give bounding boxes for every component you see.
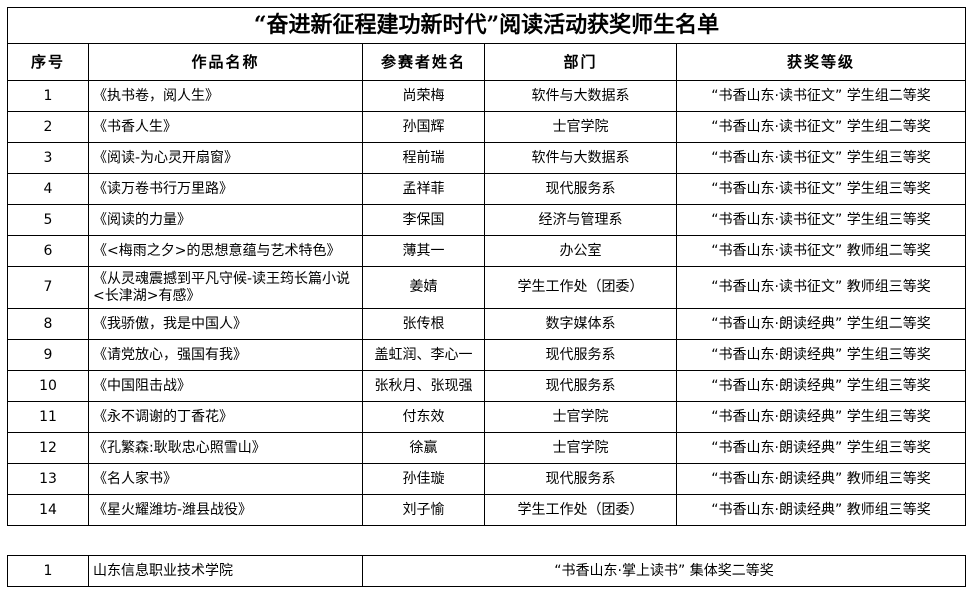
table-row: 4 《读万卷书行万里路》 孟祥菲 现代服务系 “书香山东·读书征文” 学生组三等奖 [7,173,966,205]
cell-award: “书香山东·朗读经典” 学生组三等奖 [676,339,966,371]
table-row: 1 《执书卷，阅人生》 尚荣梅 软件与大数据系 “书香山东·读书征文” 学生组二等奖 [7,80,966,112]
cell-dept: 士官学院 [484,111,677,143]
cell-dept: 学生工作处（团委） [484,494,677,526]
cell-award: “书香山东·读书征文” 学生组三等奖 [676,173,966,205]
table-row: 9 《请党放心，强国有我》 盖虹润、李心一 现代服务系 “书香山东·朗读经典” 学生组三… [7,339,966,371]
table-row: 2 《书香人生》 孙国辉 士官学院 “书香山东·读书征文” 学生组二等奖 [7,111,966,143]
cell-dept: 办公室 [484,235,677,267]
cell-no: 11 [7,401,89,433]
cell-dept: 现代服务系 [484,463,677,495]
cell-dept: 现代服务系 [484,173,677,205]
table-row: 12 《孔繁森:耿耿忠心照雪山》 徐赢 士官学院 “书香山东·朗读经典” 学生组三等奖 [7,432,966,464]
cell-no: 13 [7,463,89,495]
cell-no: 5 [7,204,89,236]
cell-dept: 现代服务系 [484,370,677,402]
cell-dept: 软件与大数据系 [484,80,677,112]
collective-award-table: 1 山东信息职业技术学院 “书香山东·掌上读书” 集体奖二等奖 [7,555,966,587]
table-title: “奋进新征程建功新时代”阅读活动获奖师生名单 [7,7,966,44]
cell-name: 孙国辉 [362,111,485,143]
cell-dept: 现代服务系 [484,339,677,371]
header-no: 序号 [7,43,89,81]
cell-dept: 学生工作处（团委） [484,266,677,309]
header-work: 作品名称 [88,43,363,81]
cell-work: 《孔繁森:耿耿忠心照雪山》 [88,432,363,464]
cell-award: “书香山东·读书征文” 学生组三等奖 [676,204,966,236]
cell-work: 《读万卷书行万里路》 [88,173,363,205]
cell-work: 《阅读的力量》 [88,204,363,236]
cell-name: 程前瑞 [362,142,485,174]
cell-no: 4 [7,173,89,205]
table-row: 14 《星火耀潍坊-潍县战役》 刘子愉 学生工作处（团委） “书香山东·朗读经典” 教师… [7,494,966,526]
cell-dept: 士官学院 [484,401,677,433]
cell-work: 《请党放心，强国有我》 [88,339,363,371]
cell-name: 孟祥菲 [362,173,485,205]
cell-work: 《书香人生》 [88,111,363,143]
cell-award: “书香山东·朗读经典” 学生组三等奖 [676,401,966,433]
cell-no: 8 [7,308,89,340]
table-row: 1 山东信息职业技术学院 “书香山东·掌上读书” 集体奖二等奖 [7,555,966,587]
cell-award: “书香山东·朗读经典” 教师组三等奖 [676,494,966,526]
cell-award: “书香山东·读书征文” 学生组二等奖 [676,80,966,112]
cell-no: 2 [7,111,89,143]
cell-name: 付东效 [362,401,485,433]
cell-no: 7 [7,266,89,309]
cell-work: 《我骄傲，我是中国人》 [88,308,363,340]
cell-award: “书香山东·读书征文” 教师组二等奖 [676,235,966,267]
cell-award: “书香山东·朗读经典” 教师组三等奖 [676,463,966,495]
cell-award: “书香山东·朗读经典” 学生组三等奖 [676,432,966,464]
cell-name: 张秋月、张现强 [362,370,485,402]
cell-award: “书香山东·读书征文” 学生组三等奖 [676,142,966,174]
table-row: 10 《中国阻击战》 张秋月、张现强 现代服务系 “书香山东·朗读经典” 学生组三等奖 [7,370,966,402]
cell-no: 10 [7,370,89,402]
header-dept: 部门 [484,43,677,81]
header-name: 参赛者姓名 [362,43,485,81]
cell-work: 《中国阻击战》 [88,370,363,402]
cell-dept: 经济与管理系 [484,204,677,236]
cell-no: 3 [7,142,89,174]
cell-work: 《执书卷，阅人生》 [88,80,363,112]
cell-name: 薄其一 [362,235,485,267]
cell-no: 1 [7,80,89,112]
cell-award: “书香山东·读书征文” 教师组三等奖 [676,266,966,309]
cell-name: 李保国 [362,204,485,236]
cell-name: 盖虹润、李心一 [362,339,485,371]
cell-name: 张传根 [362,308,485,340]
cell-work: 《<梅雨之夕>的思想意蕴与艺术特色》 [88,235,363,267]
cell-dept: 数字媒体系 [484,308,677,340]
table-row: 5 《阅读的力量》 李保国 经济与管理系 “书香山东·读书征文” 学生组三等奖 [7,204,966,236]
cell-org: 山东信息职业技术学院 [88,555,363,587]
cell-no: 14 [7,494,89,526]
cell-no: 1 [7,555,89,587]
cell-name: 刘子愉 [362,494,485,526]
cell-work: 《阅读-为心灵开扇窗》 [88,142,363,174]
cell-award: “书香山东·朗读经典” 学生组三等奖 [676,370,966,402]
cell-name: 孙佳璇 [362,463,485,495]
cell-no: 6 [7,235,89,267]
table-row: 11 《永不调谢的丁香花》 付东效 士官学院 “书香山东·朗读经典” 学生组三等奖 [7,401,966,433]
cell-work: 《永不调谢的丁香花》 [88,401,363,433]
cell-no: 12 [7,432,89,464]
cell-no: 9 [7,339,89,371]
cell-name: 徐赢 [362,432,485,464]
table-row: 6 《<梅雨之夕>的思想意蕴与艺术特色》 薄其一 办公室 “书香山东·读书征文” 教师组… [7,235,966,267]
cell-award: “书香山东·朗读经典” 学生组二等奖 [676,308,966,340]
table-row: 3 《阅读-为心灵开扇窗》 程前瑞 软件与大数据系 “书香山东·读书征文” 学生组三等奖 [7,142,966,174]
cell-award: “书香山东·读书征文” 学生组二等奖 [676,111,966,143]
cell-dept: 士官学院 [484,432,677,464]
cell-work: 《名人家书》 [88,463,363,495]
cell-work: 《星火耀潍坊-潍县战役》 [88,494,363,526]
cell-work: 《从灵魂震撼到平凡守候-读王筠长篇小说<长津湖>有感》 [88,266,363,309]
table-row: 13 《名人家书》 孙佳璇 现代服务系 “书香山东·朗读经典” 教师组三等奖 [7,463,966,495]
table-row: 8 《我骄傲，我是中国人》 张传根 数字媒体系 “书香山东·朗读经典” 学生组二等奖 [7,308,966,340]
table-row: 7 《从灵魂震撼到平凡守候-读王筠长篇小说<长津湖>有感》 姜婧 学生工作处（团委） “… [7,266,966,309]
award-list-table: “奋进新征程建功新时代”阅读活动获奖师生名单 序号 作品名称 参赛者姓名 部门 获奖等级… [7,7,966,526]
cell-dept: 软件与大数据系 [484,142,677,174]
cell-name: 尚荣梅 [362,80,485,112]
cell-name: 姜婧 [362,266,485,309]
header-award: 获奖等级 [676,43,966,81]
cell-award: “书香山东·掌上读书” 集体奖二等奖 [362,555,966,587]
